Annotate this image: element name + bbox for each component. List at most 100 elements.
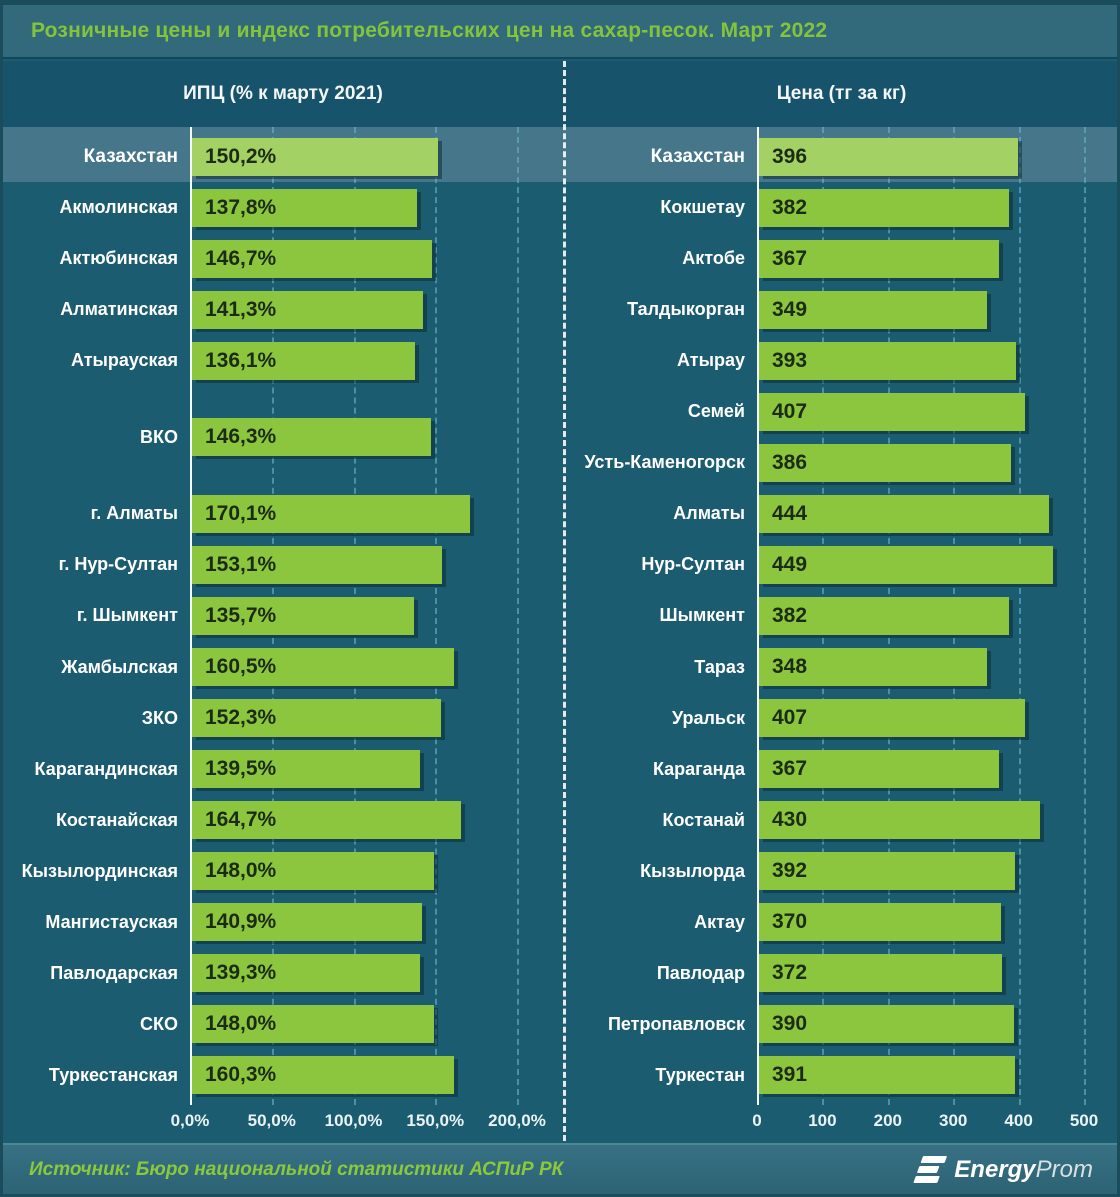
axis-tick-label: 200 [873,1111,902,1130]
category-label: Тараз [694,656,745,677]
bar: 146,3% [192,418,431,457]
category-label: Туркестанская [48,1064,178,1085]
bar: 444 [759,494,1049,533]
bar: 170,1% [192,494,470,533]
bar-value-label: 148,0% [205,859,277,883]
category-label: Шымкент [659,605,745,626]
axis-tick-label: 0,0% [170,1111,210,1130]
chart-region: Казахстан 150,2% Акмолинская 137,8% Актюбинс… [3,127,1117,1143]
bar-value-label: 135,7% [205,603,277,627]
bar-value-label: 140,9% [205,910,277,934]
energyprom-stripes-icon [911,1155,951,1184]
bar: 367 [759,239,999,278]
category-label: Алматы [673,503,745,524]
bar-value-label: 160,3% [205,1063,277,1087]
bar: 160,5% [192,648,454,686]
category-label: Жамбылская [61,656,178,677]
bar-value-label: 367 [772,757,808,781]
category-label: Алматинская [60,299,178,320]
bar-value-label: 139,3% [205,961,277,985]
gridline [517,127,519,1105]
axis-tick-label: 0 [752,1111,762,1130]
bar-value-label: 160,5% [205,655,277,678]
category-label: Актобе [682,248,745,269]
bar-value-label: 372 [772,961,808,985]
bar-value-label: 148,0% [205,1012,277,1036]
category-label: Караганда [652,758,745,779]
bar-value-label: 146,3% [205,425,277,449]
category-label: СКО [140,1013,178,1034]
bar: 160,3% [192,1056,454,1095]
bar: 152,3% [192,699,441,738]
bar-value-label: 146,7% [205,246,277,270]
bar-value-label: 390 [772,1012,808,1036]
source-text: Источник: Бюро национальной статистики А… [29,1158,564,1180]
bar: 372 [759,954,1002,993]
category-label: Акмолинская [59,197,178,218]
bar: 148,0% [192,1005,434,1044]
category-label: Кызылорда [640,860,745,881]
footer: Источник: Бюро национальной статистики А… [3,1143,1117,1194]
category-label: Семей [687,401,745,422]
category-label: Костанайская [55,809,178,830]
bar: 407 [759,699,1025,738]
bar-value-label: 170,1% [205,501,277,525]
energyprom-logo: EnergyProm [913,1155,1093,1184]
bar: 139,5% [192,750,420,789]
bar-value-label: 137,8% [205,195,277,219]
bar-value-label: 370 [772,910,808,934]
cpi-chart-panel: Казахстан 150,2% Акмолинская 137,8% Актюбинс… [3,127,563,1143]
category-label: Атырауская [70,350,178,371]
category-label: Мангистауская [45,911,178,932]
bar: 370 [759,903,1001,942]
bar: 164,7% [192,801,461,840]
bar: 349 [759,290,987,329]
axis-tick-label: 400 [1004,1111,1033,1130]
category-label: Павлодарская [50,962,178,983]
gridline [1084,127,1086,1105]
category-label: Усть-Каменогорск [584,452,745,473]
panel-headers: ИПЦ (% к марту 2021) Цена (тг за кг) [3,61,1117,127]
price-chart-panel: Казахстан 396 Кокшетау 382 Актобе 367 Талдыкор… [566,127,1117,1143]
bar-value-label: 444 [772,501,808,525]
bar: 390 [759,1005,1014,1044]
category-label: Павлодар [656,962,745,983]
bar: 140,9% [192,903,422,942]
bar: 135,7% [192,596,414,635]
bar: 386 [759,443,1011,482]
page-title: Розничные цены и индекс потребительских … [31,19,828,42]
bar: 146,7% [192,239,432,278]
bar-value-label: 348 [772,655,808,678]
bar: 136,1% [192,341,415,380]
category-label: Туркестан [655,1064,745,1085]
panel-separator-dashed-line [563,61,566,1141]
bar: 430 [759,801,1040,840]
bar-value-label: 136,1% [205,348,277,372]
axis-tick-label: 200,0% [488,1111,546,1130]
bar-value-label: 349 [772,297,808,321]
category-label: Нур-Султан [641,554,745,575]
bar-value-label: 150,2% [205,144,277,168]
bar-value-label: 367 [772,246,808,270]
bar: 392 [759,852,1015,891]
bar: 137,8% [192,188,417,227]
gridline [1018,127,1021,1105]
axis-tick-label: 100,0% [324,1111,383,1130]
bar: 139,3% [192,954,420,993]
category-label: Кызылординская [21,860,178,881]
category-label: Атырау [677,350,745,371]
axis-line [190,127,192,1105]
bar-value-label: 139,5% [205,757,277,781]
category-label: Актюбинская [59,248,178,269]
title-bar: Розничные цены и индекс потребительских … [3,5,1117,59]
category-label: Уральск [671,707,745,728]
bar-value-label: 449 [772,552,808,576]
bar-value-label: 407 [772,706,808,730]
bar-value-label: 393 [772,348,808,372]
bar-value-label: 407 [772,399,808,423]
category-label: г. Нур-Султан [58,554,178,575]
bar: 449 [759,545,1053,584]
bar-value-label: 382 [772,195,808,219]
category-label: Казахстан [83,145,178,167]
bar: 396 [759,137,1018,176]
